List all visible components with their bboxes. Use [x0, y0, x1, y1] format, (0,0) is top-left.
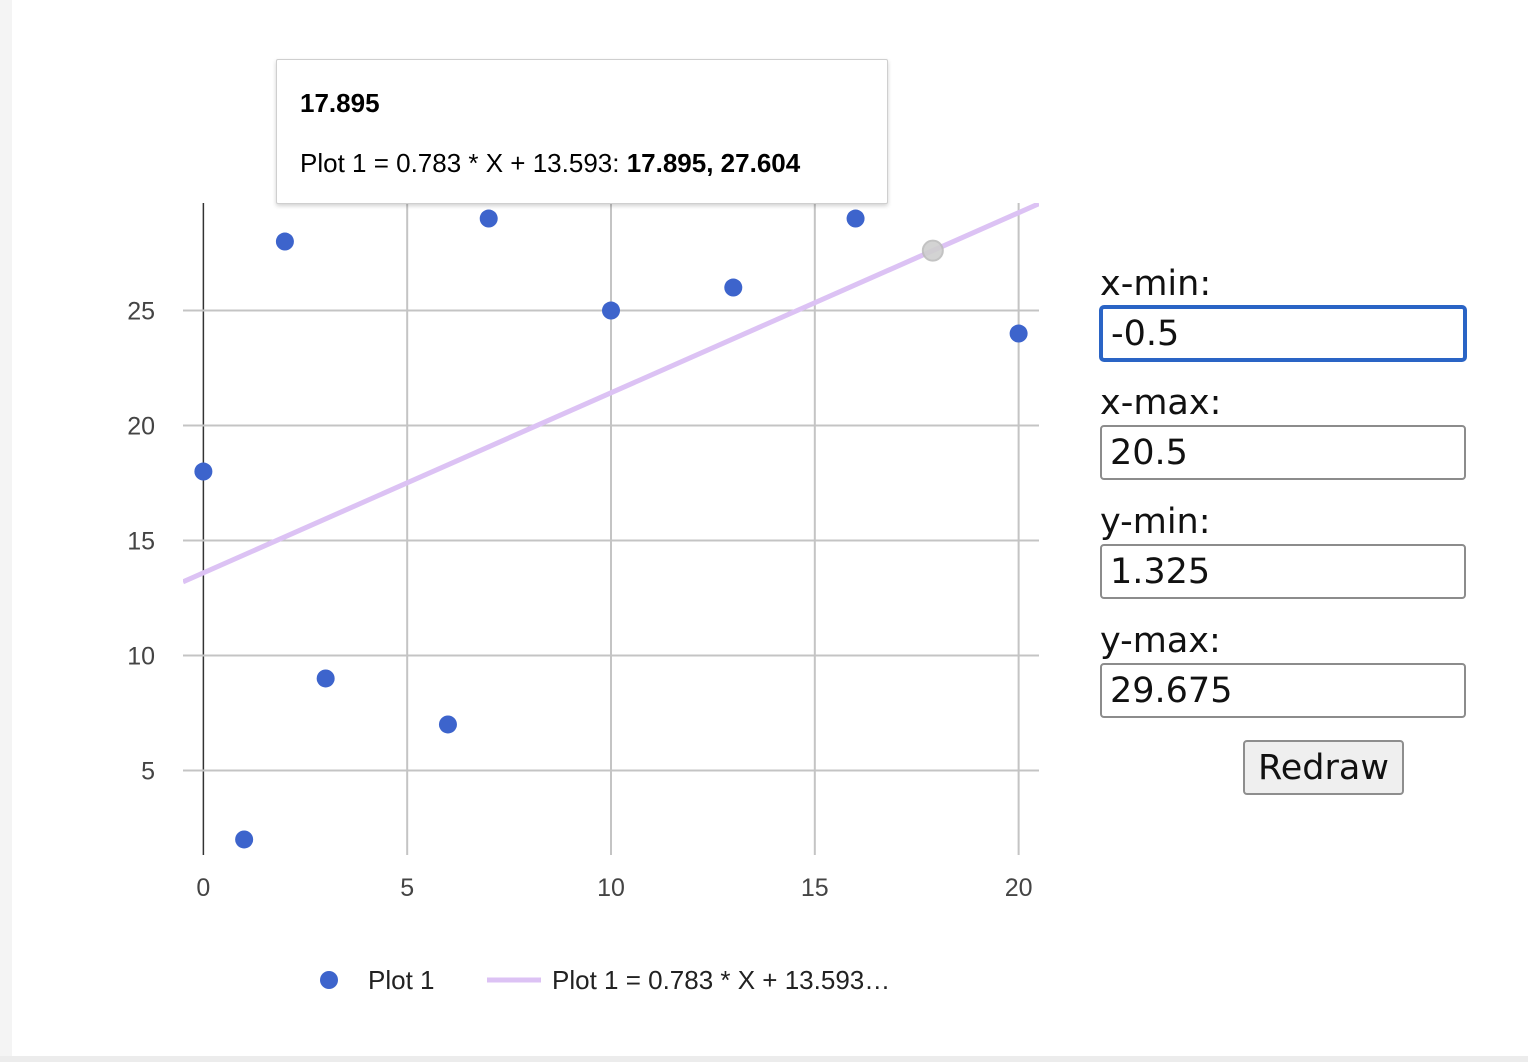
data-point	[438, 715, 457, 734]
points-layer	[194, 209, 1028, 849]
tooltip-title: 17.895	[300, 88, 380, 118]
x-tick-label: 5	[400, 874, 414, 902]
trendline-hover-point	[921, 239, 944, 262]
y-tick-label: 15	[127, 527, 155, 555]
legend-label-points: Plot 1	[368, 965, 435, 995]
xmax-label: x-max:	[1100, 383, 1222, 423]
data-point	[602, 301, 620, 320]
page-bottom-edge	[0, 1056, 1528, 1062]
legend-marker-points	[320, 971, 338, 989]
xmin-label: x-min:	[1100, 264, 1212, 304]
legend[interactable]: Plot 1 Plot 1 = 0.783 * X + 13.593…	[320, 965, 890, 995]
x-tick-label: 15	[801, 874, 829, 902]
y-tick-label: 20	[127, 413, 155, 441]
y-tick-label: 5	[141, 757, 155, 785]
trendline	[183, 203, 1039, 585]
data-point	[724, 278, 743, 297]
ymax-input[interactable]	[1100, 663, 1466, 718]
y-tick-label: 25	[127, 298, 155, 326]
tick-labels: 0 5 10 15 20 5 10 15 20 25	[127, 298, 1032, 902]
hover-tooltip: 17.895 Plot 1 = 0.783 * X + 13.593: 17.8…	[276, 59, 888, 204]
tooltip-series-label: Plot 1 = 0.783 * X + 13.593:	[300, 148, 627, 178]
y-tick-label: 10	[127, 642, 155, 670]
page-edge	[0, 0, 12, 1062]
ymin-label: y-min:	[1100, 502, 1211, 542]
xmin-input[interactable]	[1100, 306, 1466, 361]
x-tick-label: 20	[1005, 874, 1033, 902]
data-point	[846, 209, 865, 228]
x-tick-label: 10	[597, 874, 625, 902]
tooltip-value: 17.895, 27.604	[626, 148, 801, 178]
trendline-layer	[183, 203, 1039, 585]
legend-label-trendline: Plot 1 = 0.783 * X + 13.593…	[552, 965, 890, 995]
data-point	[275, 232, 294, 251]
tooltip-series-line: Plot 1 = 0.783 * X + 13.593: 17.895, 27.…	[300, 148, 800, 179]
ymin-input[interactable]	[1100, 544, 1466, 599]
x-tick-label: 0	[196, 874, 210, 902]
data-point	[235, 830, 254, 849]
data-point	[194, 462, 213, 481]
data-point	[316, 669, 335, 688]
scatter-chart: 0 5 10 15 20 5 10 15 20 25 Plot 1 Plot 1 = 0.783 …	[127, 203, 1039, 995]
ymax-label: y-max:	[1100, 621, 1221, 661]
xmax-input[interactable]	[1100, 425, 1466, 480]
data-point	[479, 209, 498, 228]
redraw-button[interactable]: Redraw	[1243, 740, 1404, 795]
data-point	[1009, 324, 1028, 343]
axis-controls: x-min: x-max: y-min: y-max: Redraw	[1100, 262, 1466, 795]
gridlines	[183, 203, 1039, 855]
